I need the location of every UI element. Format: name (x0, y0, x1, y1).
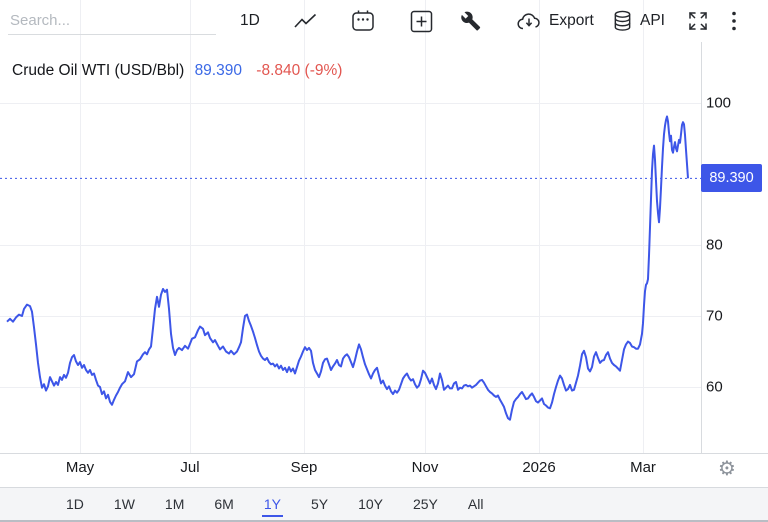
export-button[interactable]: Export (516, 0, 594, 42)
add-indicator-button[interactable] (410, 0, 433, 42)
api-button[interactable]: API (612, 0, 665, 42)
chart-settings-button[interactable]: ⚙ (716, 457, 738, 481)
range-tab-25y[interactable]: 25Y (412, 495, 438, 512)
x-axis: May Jul Sep Nov 2026 Mar (0, 456, 768, 480)
api-label: API (640, 12, 665, 29)
price-chart[interactable] (0, 0, 768, 455)
range-tab-1m[interactable]: 1M (164, 495, 185, 512)
kebab-icon (731, 10, 737, 32)
toolbar: 1D (0, 0, 768, 42)
interval-button[interactable]: 1D (240, 0, 260, 42)
instrument-price: 89.390 (194, 62, 242, 79)
instrument-change: -8.840 (-9%) (256, 62, 343, 79)
gear-icon: ⚙ (718, 458, 736, 480)
expand-icon (687, 10, 709, 32)
wrench-icon (461, 11, 482, 32)
more-menu-button[interactable] (731, 0, 737, 42)
range-tab-1w[interactable]: 1W (113, 495, 135, 512)
x-axis-label: Jul (180, 459, 200, 476)
range-tab-1d[interactable]: 1D (66, 495, 84, 512)
price-line (6, 115, 689, 421)
cloud-download-icon (516, 12, 542, 31)
range-tab-bar: 1D 1W 1M 6M 1Y 5Y 10Y 25Y All (0, 487, 768, 522)
interval-label: 1D (240, 12, 260, 29)
line-chart-icon (294, 13, 317, 30)
x-axis-label: Nov (411, 459, 439, 476)
calendar-icon (351, 9, 375, 33)
tools-button[interactable] (461, 0, 482, 42)
x-axis-label: Sep (290, 459, 318, 476)
last-price-tag: 89.390 (701, 164, 762, 193)
search-input[interactable] (8, 6, 216, 35)
range-tab-5y[interactable]: 5Y (310, 495, 329, 512)
chart-style-button[interactable] (294, 0, 317, 42)
calendar-button[interactable] (351, 0, 375, 42)
database-icon (612, 10, 633, 32)
fullscreen-button[interactable] (687, 0, 709, 42)
export-label: Export (549, 12, 594, 29)
range-tab-all[interactable]: All (467, 495, 484, 512)
range-tab-10y[interactable]: 10Y (358, 495, 383, 512)
range-tab-6m[interactable]: 6M (214, 495, 234, 512)
x-axis-label: 2026 (522, 459, 556, 476)
range-tab-1y[interactable]: 1Y (261, 492, 283, 517)
instrument-header: Crude Oil WTI (USD/Bbl) 89.390 -8.840 (-… (12, 62, 342, 80)
instrument-name: Crude Oil WTI (USD/Bbl) (12, 62, 185, 79)
x-axis-label: Mar (630, 459, 656, 476)
plus-box-icon (410, 10, 433, 33)
x-axis-label: May (65, 459, 95, 476)
